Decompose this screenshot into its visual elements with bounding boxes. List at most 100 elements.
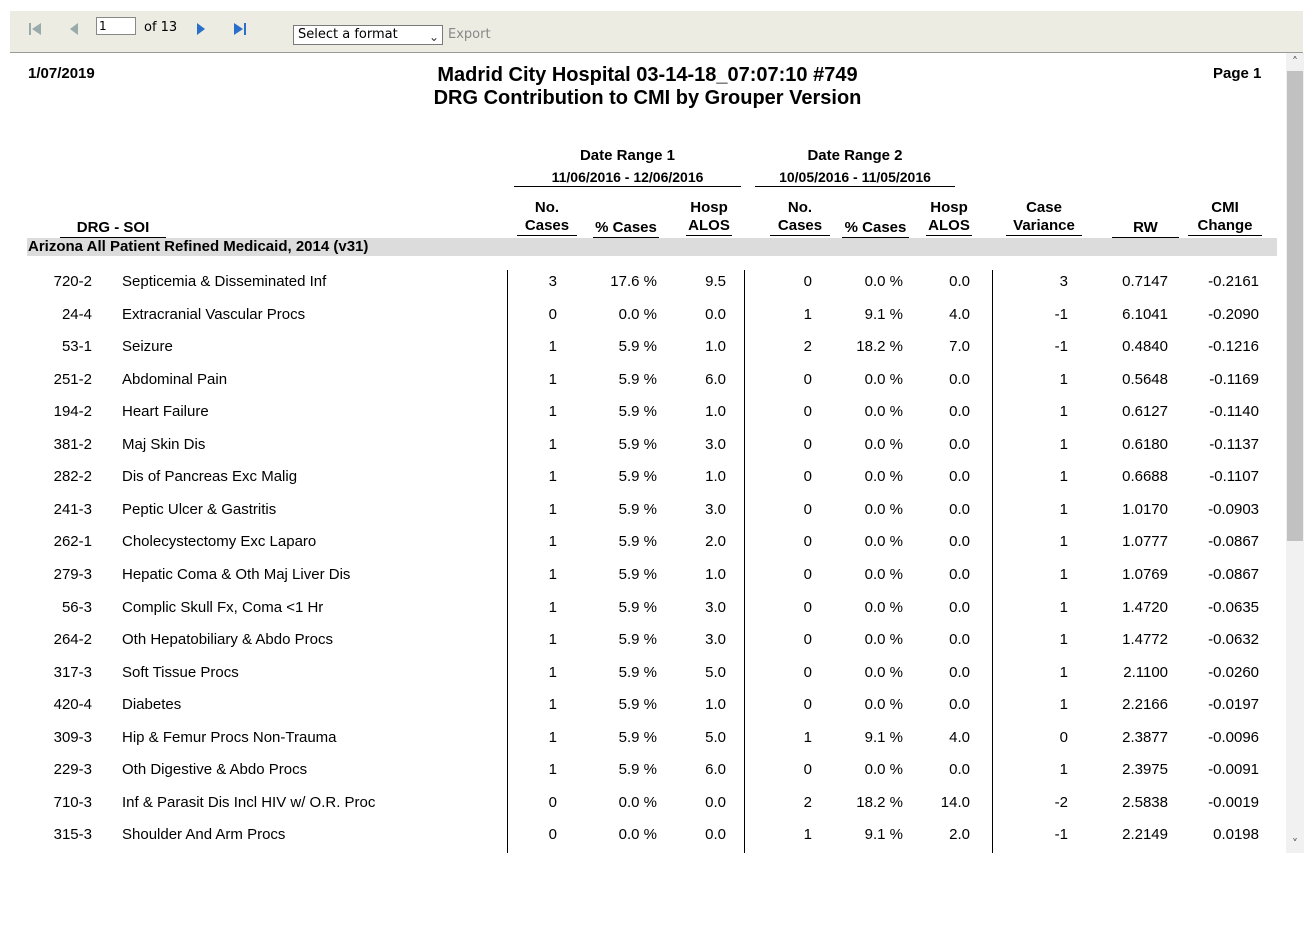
no-cases-1-cell: 1 — [548, 403, 557, 420]
cmi-change-cell: -0.0019 — [1208, 794, 1259, 811]
previous-page-icon[interactable] — [65, 20, 83, 38]
hosp-alos-2-cell: 0.0 — [949, 631, 970, 648]
export-format-select[interactable]: Select a format ⌄ — [293, 25, 443, 45]
case-variance-cell: 1 — [1059, 599, 1068, 616]
case-variance-cell: 1 — [1059, 371, 1068, 388]
date-range-1-dates: 11/06/2016 - 12/06/2016 — [514, 168, 741, 187]
col-no-cases-1: No. Cases — [517, 199, 577, 236]
case-variance-cell: 1 — [1059, 631, 1068, 648]
hosp-alos-1-cell: 9.5 — [705, 273, 726, 290]
cmi-change-cell: -0.1137 — [1209, 436, 1259, 453]
no-cases-2-cell: 0 — [803, 566, 812, 583]
description-cell: Hip & Femur Procs Non-Trauma — [122, 729, 337, 746]
date-range-2-label: Date Range 2 — [807, 147, 903, 164]
col-drg-soi: DRG - SOI — [60, 219, 166, 238]
hosp-alos-1-cell: 3.0 — [705, 436, 726, 453]
pct-cases-1-cell: 5.9 % — [618, 599, 657, 616]
no-cases-1-cell: 1 — [548, 338, 557, 355]
description-cell: Shoulder And Arm Procs — [122, 826, 286, 843]
hosp-alos-2-cell: 0.0 — [949, 533, 970, 550]
pct-cases-1-cell: 5.9 % — [618, 664, 657, 681]
col-pct-cases-2: % Cases — [842, 219, 909, 238]
no-cases-1-cell: 1 — [548, 729, 557, 746]
vertical-scrollbar[interactable]: ˄ ˅ — [1286, 53, 1304, 853]
drg-soi-cell: 53-1 — [61, 338, 92, 355]
pct-cases-2-cell: 0.0 % — [864, 436, 903, 453]
report-page: 1/07/2019 Madrid City Hospital 03-14-18_… — [10, 53, 1285, 853]
pct-cases-2-cell: 0.0 % — [864, 599, 903, 616]
description-cell: Abdominal Pain — [122, 371, 228, 388]
no-cases-2-cell: 1 — [803, 826, 812, 843]
description-cell: Dis of Pancreas Exc Malig — [122, 468, 298, 485]
scrollbar-thumb[interactable] — [1287, 71, 1303, 541]
page-number: Page 1 — [1213, 65, 1262, 82]
grouper-version-header: Arizona All Patient Refined Medicaid, 20… — [27, 238, 1277, 256]
no-cases-1-cell: 0 — [548, 826, 557, 843]
rw-cell: 0.6180 — [1122, 436, 1168, 453]
pct-cases-1-cell: 5.9 % — [618, 533, 657, 550]
next-page-icon[interactable] — [192, 20, 210, 38]
no-cases-1-cell: 1 — [548, 533, 557, 550]
drg-soi-cell: 251-2 — [53, 371, 92, 388]
case-variance-cell: 3 — [1059, 273, 1068, 290]
hosp-alos-1-cell: 3.0 — [705, 599, 726, 616]
no-cases-2-cell: 0 — [803, 403, 812, 420]
scroll-down-icon[interactable]: ˅ — [1292, 837, 1298, 851]
no-cases-2-cell: 2 — [803, 338, 812, 355]
grouper-version-label: Arizona All Patient Refined Medicaid, 20… — [28, 238, 369, 255]
pct-cases-2-cell: 18.2 % — [856, 794, 903, 811]
hosp-alos-1-cell: 3.0 — [705, 631, 726, 648]
description-cell: Heart Failure — [122, 403, 209, 420]
pct-cases-1-cell: 5.9 % — [618, 501, 657, 518]
col-case-variance: Case Variance — [1006, 199, 1082, 236]
case-variance-cell: 1 — [1059, 696, 1068, 713]
case-variance-cell: 1 — [1059, 436, 1068, 453]
no-cases-1-cell: 1 — [548, 631, 557, 648]
cmi-change-cell: -0.1216 — [1208, 338, 1259, 355]
hosp-alos-2-cell: 0.0 — [949, 664, 970, 681]
no-cases-1-cell: 1 — [548, 501, 557, 518]
pct-cases-1-cell: 0.0 % — [618, 306, 657, 323]
case-variance-cell: 1 — [1059, 761, 1068, 778]
report-subtitle: DRG Contribution to CMI by Grouper Versi… — [433, 87, 862, 109]
pct-cases-2-cell: 0.0 % — [864, 533, 903, 550]
last-page-icon[interactable] — [231, 20, 249, 38]
no-cases-2-cell: 0 — [803, 533, 812, 550]
hosp-alos-2-cell: 2.0 — [949, 826, 970, 843]
scroll-up-icon[interactable]: ˄ — [1292, 55, 1298, 69]
rw-cell: 0.6127 — [1122, 403, 1168, 420]
export-link[interactable]: Export — [448, 27, 491, 42]
drg-soi-cell: 317-3 — [53, 664, 92, 681]
first-page-icon[interactable] — [26, 20, 44, 38]
hosp-alos-1-cell: 5.0 — [705, 664, 726, 681]
cmi-change-cell: -0.0091 — [1208, 761, 1259, 778]
date-range-1-label: Date Range 1 — [579, 147, 676, 164]
pct-cases-2-cell: 0.0 % — [864, 403, 903, 420]
no-cases-2-cell: 2 — [803, 794, 812, 811]
col-hosp-alos-1: Hosp ALOS — [686, 199, 732, 236]
hosp-alos-1-cell: 3.0 — [705, 501, 726, 518]
hosp-alos-2-cell: 14.0 — [940, 794, 970, 811]
description-cell: Extracranial Vascular Procs — [122, 306, 306, 323]
drg-soi-cell: 710-3 — [53, 794, 92, 811]
hosp-alos-1-cell: 1.0 — [705, 696, 726, 713]
rw-cell: 0.4840 — [1122, 338, 1168, 355]
hosp-alos-1-cell: 1.0 — [705, 403, 726, 420]
page-number-input[interactable] — [96, 17, 136, 35]
pct-cases-1-cell: 5.9 % — [618, 631, 657, 648]
cmi-change-cell: -0.0197 — [1208, 696, 1259, 713]
no-cases-2-cell: 0 — [803, 599, 812, 616]
rw-cell: 2.2166 — [1122, 696, 1168, 713]
pct-cases-2-cell: 0.0 % — [864, 273, 903, 290]
description-cell: Oth Hepatobiliary & Abdo Procs — [122, 631, 333, 648]
col-pct-cases-1: % Cases — [593, 219, 659, 238]
pct-cases-2-cell: 0.0 % — [864, 761, 903, 778]
col-no-cases-2: No. Cases — [770, 199, 830, 236]
divider — [744, 270, 745, 853]
report-title: Madrid City Hospital 03-14-18_07:07:10 #… — [437, 64, 858, 86]
drg-soi-cell: 24-4 — [61, 306, 92, 323]
no-cases-2-cell: 0 — [803, 631, 812, 648]
drg-soi-cell: 315-3 — [53, 826, 92, 843]
drg-soi-cell: 194-2 — [53, 403, 92, 420]
case-variance-cell: -1 — [1054, 338, 1068, 355]
